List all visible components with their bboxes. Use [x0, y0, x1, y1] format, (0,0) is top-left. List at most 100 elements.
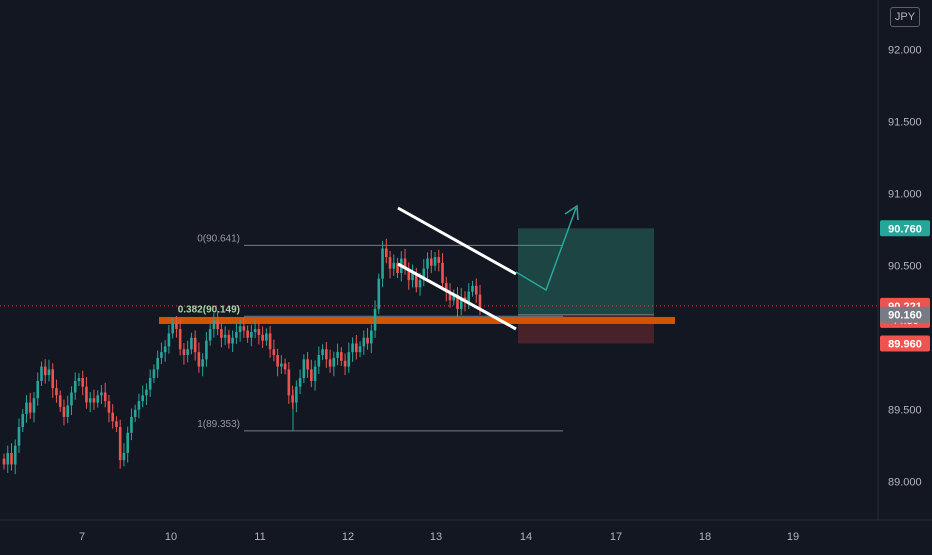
time-tick-label: 13 [430, 531, 442, 543]
time-tick-label: 14 [520, 531, 532, 543]
fib-level-0-label: 0(90.641) [197, 233, 240, 244]
candle-body [257, 329, 261, 335]
support-zone[interactable] [159, 316, 675, 324]
candle-body [137, 401, 141, 410]
currency-badge[interactable]: JPY [890, 7, 920, 27]
price-tick-label-top: 92.000 [888, 45, 922, 57]
price-tick-label: 89.000 [888, 477, 922, 489]
fib-level-1-label: 1(89.353) [197, 419, 240, 430]
candle-body [325, 349, 328, 360]
candle-body [92, 398, 96, 403]
candle-body [295, 386, 298, 403]
candle-body [298, 378, 302, 387]
candle-body [261, 334, 264, 341]
price-axis[interactable]: 91.500 91.000 90.500 89.500 89.000 92.000 [888, 45, 922, 489]
candle-body [141, 395, 144, 402]
candle-body [355, 343, 358, 353]
candle-body [32, 398, 36, 413]
candle-body [392, 262, 396, 269]
candle-body [437, 257, 441, 263]
candle-body [313, 366, 317, 381]
candle-body [216, 320, 219, 330]
stop-price-label: 89.960 [888, 339, 922, 351]
candle-body [459, 297, 463, 309]
candle-body [178, 329, 182, 350]
candle-body [107, 401, 111, 413]
candle-body [231, 337, 234, 344]
entry-price-label: 90.160 [888, 310, 922, 322]
candle-body [253, 329, 257, 332]
candle-body [287, 369, 291, 396]
candle-body [381, 248, 384, 279]
entry-price-label-bg [880, 306, 930, 323]
candle-body [351, 343, 354, 353]
channel-lower-line[interactable] [397, 262, 517, 331]
stop-price-label-bg [880, 335, 930, 352]
candle-body [43, 366, 47, 376]
candle-body [66, 405, 70, 417]
candle-body [212, 320, 216, 330]
candle-body [88, 398, 92, 403]
candle-body [377, 278, 381, 309]
candle-body [411, 272, 414, 281]
time-axis[interactable]: 7 10 11 12 13 14 17 18 19 [79, 531, 799, 543]
candle-body [182, 349, 186, 356]
candle-body [152, 369, 156, 379]
candle-body [227, 334, 231, 344]
candle-body [362, 337, 366, 347]
candle-body [302, 359, 306, 379]
candle-body [115, 421, 118, 428]
candle-body [145, 389, 148, 396]
candle-body [126, 432, 129, 453]
target-zone[interactable] [518, 228, 654, 315]
candle-body [167, 333, 171, 347]
candle-body [201, 359, 204, 367]
candle-body [407, 268, 411, 281]
candle-body [422, 268, 426, 281]
candle-body [441, 262, 444, 284]
candle-body [2, 458, 6, 465]
candle-body [358, 346, 362, 353]
candle-body [118, 427, 122, 461]
target-price-label: 90.760 [888, 223, 922, 235]
time-tick-label: 19 [787, 531, 799, 543]
candle-body [343, 360, 347, 367]
candle-body [403, 258, 407, 269]
candle-body [467, 291, 471, 302]
candle-body [310, 369, 313, 381]
channel-upper-line[interactable] [397, 206, 517, 276]
time-tick-label: 10 [165, 531, 177, 543]
price-tick-label: 89.500 [888, 405, 922, 417]
projection-arrow[interactable] [515, 207, 577, 292]
time-tick-label: 7 [79, 531, 85, 543]
candle-body [471, 285, 474, 292]
price-tick-label: 91.000 [888, 189, 922, 201]
candle-body [336, 352, 339, 358]
candle-body [47, 369, 51, 376]
candle-body [370, 330, 373, 344]
candle-body [197, 352, 201, 367]
candle-body [242, 326, 246, 331]
candle-body [28, 402, 32, 413]
candle-body [429, 258, 433, 266]
target-price-label-bg [880, 220, 930, 237]
time-tick-label: 11 [254, 531, 265, 543]
candle-body [40, 366, 43, 381]
candle-body [58, 395, 62, 407]
candle-body [223, 334, 227, 338]
candle-body [433, 257, 437, 266]
candle-body [444, 283, 448, 292]
time-tick-label: 17 [610, 531, 622, 543]
projection-arrow-head [564, 204, 579, 221]
candle-body [55, 388, 58, 396]
candle-body [456, 294, 459, 309]
candle-body [328, 359, 332, 367]
candle-body [148, 378, 152, 390]
candle-body [268, 333, 272, 350]
candle-body [73, 380, 77, 393]
candle-body [474, 285, 478, 295]
candle-body [13, 445, 17, 465]
candle-body [332, 357, 336, 367]
